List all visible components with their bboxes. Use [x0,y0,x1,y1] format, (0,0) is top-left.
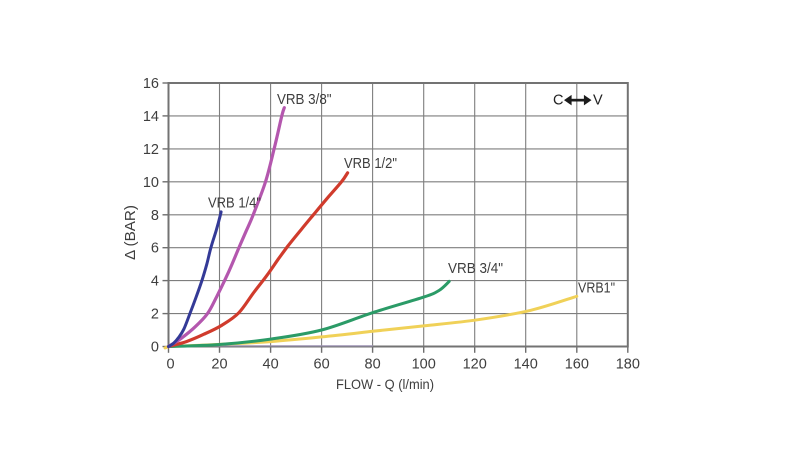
svg-text:40: 40 [263,357,279,373]
svg-text:16: 16 [143,76,159,92]
svg-text:FLOW - Q (l/min): FLOW - Q (l/min) [336,377,434,392]
svg-text:12: 12 [143,142,159,158]
svg-text:180: 180 [616,357,640,373]
svg-text:4: 4 [151,274,159,290]
svg-text:8: 8 [151,208,159,224]
svg-text:14: 14 [143,109,159,125]
svg-text:VRB1": VRB1" [578,281,615,297]
svg-text:VRB 1/2": VRB 1/2" [344,156,397,172]
svg-text:80: 80 [365,357,381,373]
svg-text:160: 160 [565,357,589,373]
svg-text:0: 0 [166,357,174,373]
svg-text:C: C [553,93,563,109]
svg-text:100: 100 [412,357,436,373]
svg-text:6: 6 [151,241,159,257]
svg-text:20: 20 [211,357,227,373]
svg-text:VRB 3/8": VRB 3/8" [277,92,332,108]
svg-text:VRB 3/4": VRB 3/4" [448,261,503,277]
svg-text:120: 120 [463,357,487,373]
svg-text:VRB 1/4": VRB 1/4" [208,196,261,212]
svg-text:V: V [593,93,603,109]
svg-text:10: 10 [143,175,159,191]
svg-text:Δ (BAR): Δ (BAR) [123,205,139,260]
svg-text:60: 60 [314,357,330,373]
svg-text:0: 0 [151,340,159,356]
svg-text:2: 2 [151,307,159,323]
svg-text:140: 140 [514,357,538,373]
